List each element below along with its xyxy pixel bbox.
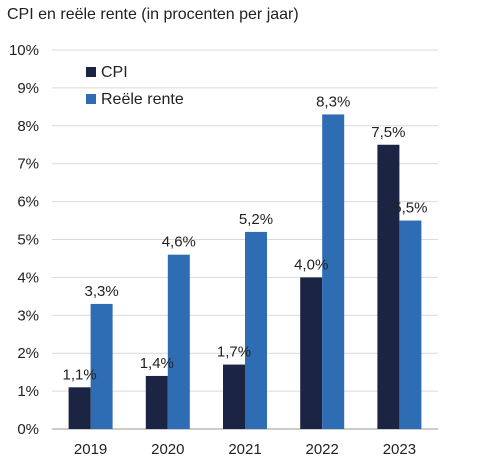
x-tick-label: 2021 [228,441,261,458]
y-tick-label: 2% [17,345,39,362]
y-tick-label: 6% [17,194,39,211]
legend-label: Reële rente [101,91,184,108]
legend: CPI Reële rente [86,64,184,108]
bar-reele-rente [167,254,190,429]
y-tick-label: 7% [17,156,39,173]
bar-cpi [377,144,400,429]
bar-reele-rente [90,303,113,429]
y-tick-label: 5% [17,232,39,249]
data-labels: 1,1% 3,3% 1,4% 4,6% 1,7% 5,2% 4,0% 8,3% 7,5% 5,5% [62,93,427,383]
data-label: 5,2% [239,211,273,228]
y-tick-label: 0% [17,421,39,438]
bars [68,114,422,430]
bar-cpi [145,375,168,429]
bar-cpi [300,277,323,429]
x-tick-label: 2023 [383,441,416,458]
x-axis: 2019 2020 2021 2022 2023 [74,441,416,458]
legend-label: CPI [101,64,128,81]
legend-swatch [86,94,96,104]
bar-cpi [68,387,91,429]
x-tick-label: 2020 [151,441,184,458]
legend-swatch [86,67,96,77]
data-label: 8,3% [316,93,350,110]
data-label: 1,7% [217,344,251,361]
y-tick-label: 4% [17,269,39,286]
data-label: 7,5% [371,124,405,141]
y-axis: 0% 1% 2% 3% 4% 5% 6% 7% 8% 9% 10% [9,42,39,438]
bar-reele-rente [322,114,345,430]
y-tick-label: 1% [17,383,39,400]
data-label: 4,0% [294,256,328,273]
data-label: 3,3% [84,283,118,300]
y-tick-label: 9% [17,80,39,97]
x-tick-label: 2022 [306,441,339,458]
data-label: 5,5% [393,200,427,217]
data-label: 4,6% [162,234,196,251]
bar-reele-rente [245,231,267,429]
bar-cpi [223,364,245,429]
data-label: 1,1% [62,366,96,383]
x-tick-label: 2019 [74,441,107,458]
y-tick-label: 8% [17,118,39,135]
data-label: 1,4% [140,355,174,372]
y-tick-label: 3% [17,307,39,324]
bar-reele-rente [399,220,422,429]
chart-title: CPI en reële rente (in procenten per jaa… [7,6,299,23]
y-tick-label: 10% [9,42,39,59]
